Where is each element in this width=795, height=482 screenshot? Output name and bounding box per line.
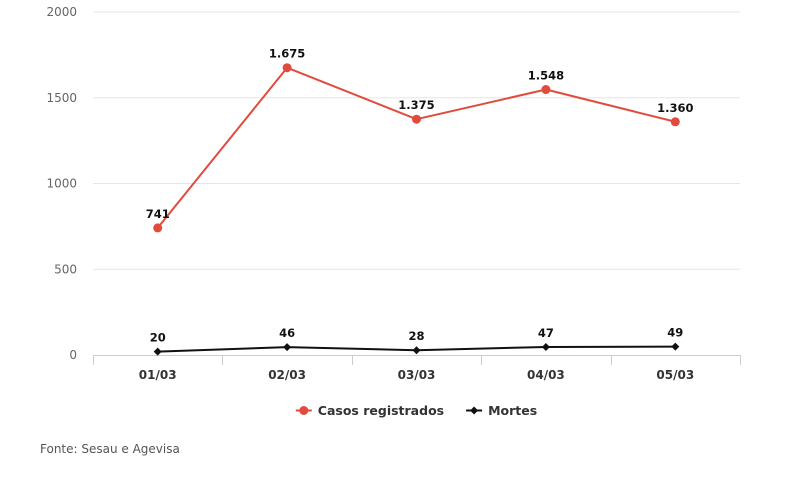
y-tick-label: 2000: [46, 5, 77, 19]
data-point-casos: [153, 223, 163, 233]
data-point-mortes: [283, 343, 292, 352]
data-point-mortes: [412, 346, 421, 355]
x-tick-label: 01/03: [139, 368, 177, 382]
data-point-casos: [412, 114, 421, 124]
x-tick-label: 02/03: [268, 368, 306, 382]
data-point-mortes: [541, 342, 550, 351]
data-point-mortes: [153, 347, 162, 356]
source-note: Fonte: Sesau e Agevisa: [40, 442, 180, 456]
data-label-casos: 741: [146, 207, 170, 221]
data-label-mortes: 20: [150, 331, 166, 345]
y-tick-label: 0: [69, 348, 77, 362]
data-label-casos: 1.675: [269, 47, 305, 61]
data-label-mortes: 46: [279, 326, 295, 340]
data-label-mortes: 47: [538, 326, 554, 340]
data-label-casos: 1.375: [398, 98, 434, 112]
x-tick-label: 03/03: [398, 368, 436, 382]
data-label-casos: 1.548: [528, 69, 564, 83]
x-tick-label: 04/03: [527, 368, 565, 382]
data-point-casos: [670, 117, 680, 127]
y-tick-label: 1500: [46, 91, 77, 105]
data-label-casos: 1.360: [657, 101, 693, 115]
data-point-casos: [541, 85, 551, 95]
data-point-mortes: [671, 342, 680, 351]
data-point-casos: [282, 63, 292, 73]
legend-label-mortes: Mortes: [488, 403, 537, 418]
legend-marker-mortes: [470, 406, 479, 415]
legend-label-casos: Casos registrados: [318, 403, 444, 418]
x-tick-label: 05/03: [656, 368, 694, 382]
y-tick-label: 500: [54, 262, 77, 276]
data-label-mortes: 28: [408, 329, 424, 343]
legend-marker-casos: [299, 406, 309, 415]
y-tick-label: 1000: [46, 177, 77, 191]
data-label-mortes: 49: [667, 326, 683, 340]
series-line-casos: [156, 66, 676, 229]
